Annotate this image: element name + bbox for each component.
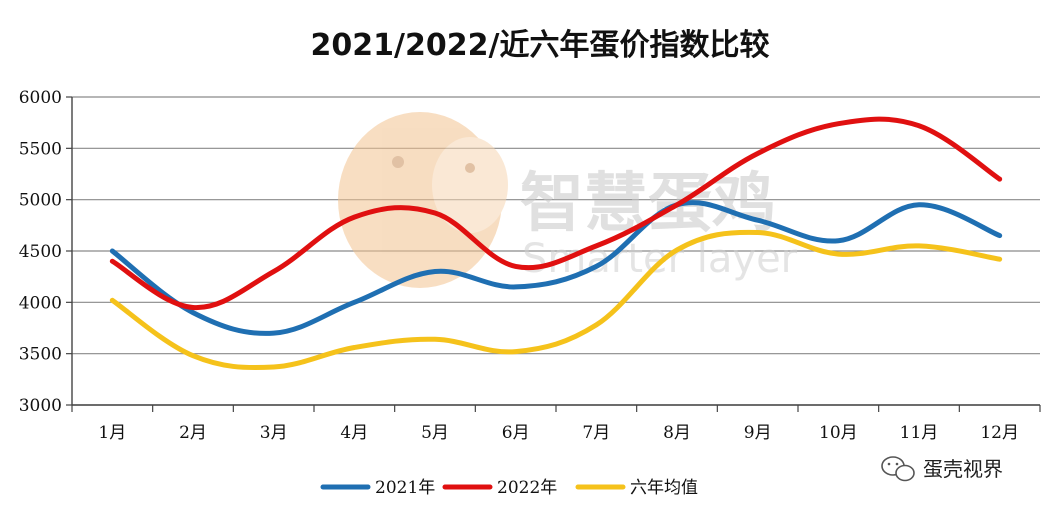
x-tick-label: 5月	[421, 423, 449, 443]
series-line-2022	[109, 116, 1003, 310]
y-tick-label: 6000	[19, 88, 62, 108]
legend-label: 六年均值	[630, 478, 698, 498]
y-tick-label: 3500	[19, 345, 62, 365]
x-tick-label: 3月	[260, 423, 288, 443]
legend: 2021年 2022年 六年均值	[320, 478, 698, 498]
y-tick-label: 5500	[19, 139, 62, 159]
egg-mascot-right	[432, 137, 508, 233]
y-tick-label: 5000	[19, 191, 62, 211]
source-label: 蛋壳视界	[923, 457, 1003, 481]
watermark-text: 智慧蛋鸡	[520, 167, 776, 241]
y-tick-label: 4000	[19, 293, 62, 313]
y-tick-label: 4500	[19, 242, 62, 262]
x-tick-label: 1月	[98, 423, 126, 443]
x-tick-label: 7月	[582, 423, 610, 443]
wechat-icon	[881, 456, 915, 482]
x-tick-label: 10月	[819, 423, 858, 443]
grid-lines	[72, 96, 1040, 406]
legend-label: 2022年	[497, 478, 557, 498]
x-tick-label: 12月	[980, 423, 1019, 443]
x-tick-label: 8月	[663, 423, 691, 443]
watermark-logo: 智慧蛋鸡 Smarter layer	[338, 112, 798, 288]
eye-icon	[392, 156, 404, 168]
x-tick-label: 11月	[900, 423, 939, 443]
legend-label: 2021年	[375, 478, 435, 498]
x-tick-label: 4月	[340, 423, 368, 443]
y-tick-label: 3000	[19, 396, 62, 416]
x-tick-label: 2月	[179, 423, 207, 443]
series-line-2021	[109, 200, 1003, 336]
series-line-six-year-avg	[109, 229, 1003, 371]
chart-title: 2021/2022/近六年蛋价指数比较	[311, 28, 770, 63]
series-lines	[109, 116, 1003, 371]
x-tick-label: 6月	[502, 423, 530, 443]
x-tick-label: 9月	[744, 423, 772, 443]
source-badge: 蛋壳视界	[881, 456, 1003, 482]
x-axis-ticks: 1月 2月 3月 4月 5月 6月 7月 8月 9月 10月 11月 12月	[71, 405, 1041, 443]
y-axis-ticks: 3000 3500 4000 4500 5000 5500 6000	[19, 88, 72, 416]
eye-icon	[465, 163, 475, 173]
